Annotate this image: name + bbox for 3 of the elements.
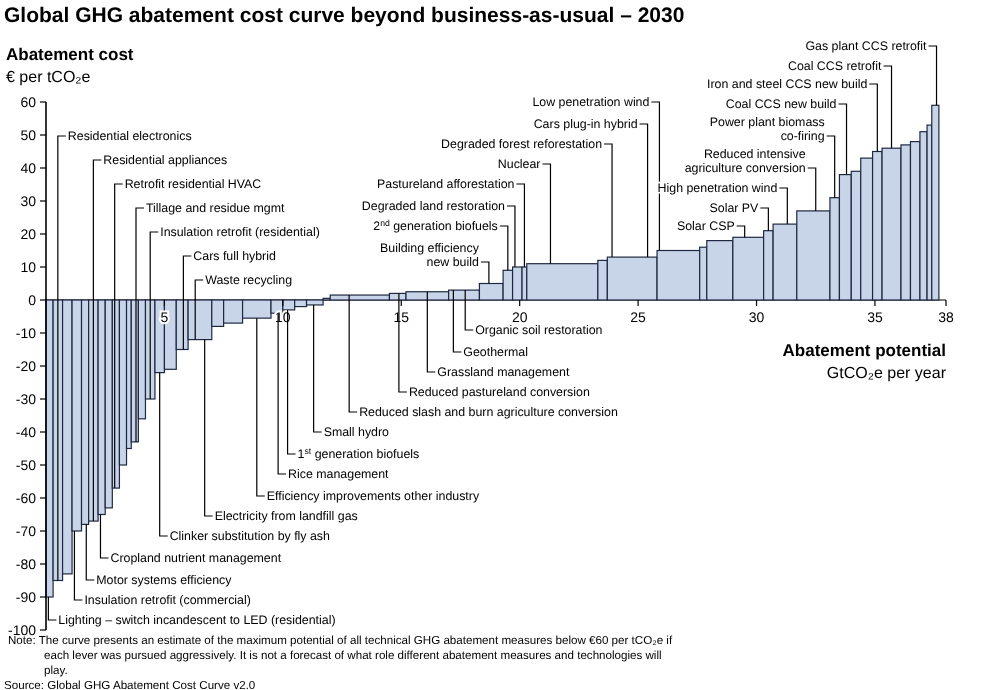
- chart-title: Global GHG abatement cost curve beyond business-as-usual – 2030: [4, 4, 685, 28]
- x-axis-title: Abatement potential GtCO₂e per year: [782, 340, 947, 382]
- y-axis-title: Abatement cost € per tCO₂e: [6, 44, 134, 86]
